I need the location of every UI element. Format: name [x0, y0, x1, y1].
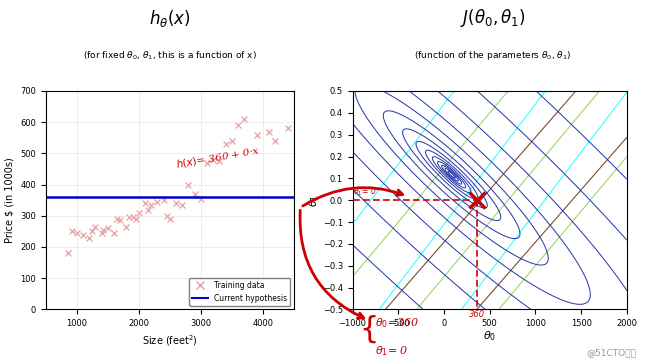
X-axis label: $\theta_0$: $\theta_0$ — [483, 329, 496, 343]
Point — [140, 201, 150, 206]
Point — [121, 224, 132, 230]
Point — [165, 216, 175, 222]
Point — [87, 229, 97, 234]
Point — [251, 132, 262, 138]
Point — [282, 126, 293, 131]
Point — [202, 160, 212, 166]
Point — [221, 141, 231, 147]
Point — [67, 229, 77, 234]
Point — [97, 230, 107, 236]
Text: $h_\theta(x)$: $h_\theta(x)$ — [149, 8, 191, 29]
Point — [183, 182, 194, 187]
Text: (for fixed $\theta_0$, $\theta_1$, this is a function of x): (for fixed $\theta_0$, $\theta_1$, this … — [83, 50, 257, 62]
Point — [103, 225, 113, 231]
Text: $\theta_1$= 0: $\theta_1$= 0 — [353, 186, 376, 198]
FancyArrowPatch shape — [303, 187, 403, 206]
Point — [171, 201, 182, 206]
Point — [161, 213, 172, 219]
Point — [158, 197, 168, 203]
Point — [78, 232, 88, 237]
Point — [134, 210, 144, 215]
Point — [127, 214, 138, 220]
FancyArrowPatch shape — [300, 210, 364, 318]
Point — [97, 227, 108, 233]
Point — [108, 230, 119, 236]
Text: @51CTO博客: @51CTO博客 — [587, 348, 637, 357]
Legend: Training data, Current hypothesis: Training data, Current hypothesis — [189, 278, 290, 306]
Point — [131, 216, 141, 222]
Text: $h(x)$= 360 + 0·x: $h(x)$= 360 + 0·x — [175, 143, 261, 171]
Y-axis label: Price $ (in 1000s): Price $ (in 1000s) — [5, 157, 14, 243]
Point — [233, 122, 244, 128]
Point — [62, 250, 72, 256]
Point — [90, 224, 101, 230]
Point — [208, 157, 219, 163]
Text: {: { — [359, 315, 379, 344]
Point — [189, 191, 200, 197]
Point — [239, 116, 249, 122]
Text: $\theta_1$= 0: $\theta_1$= 0 — [375, 344, 409, 358]
Text: $J(\theta_0, \theta_1)$: $J(\theta_0, \theta_1)$ — [460, 7, 526, 29]
Point — [227, 138, 237, 144]
Text: (function of the parameters $\theta_0$, $\theta_1$): (function of the parameters $\theta_0$, … — [415, 49, 571, 62]
Point — [84, 235, 95, 241]
Point — [72, 230, 82, 236]
Text: $\theta_0$=360: $\theta_0$=360 — [375, 317, 420, 331]
Point — [115, 218, 125, 223]
Point — [270, 138, 281, 144]
Point — [143, 207, 153, 213]
Point — [196, 196, 206, 202]
Point — [177, 202, 187, 208]
Point — [112, 216, 122, 222]
Point — [124, 214, 135, 220]
Y-axis label: $\theta_1$: $\theta_1$ — [308, 194, 321, 207]
Point — [264, 128, 274, 134]
Text: 360: 360 — [469, 310, 485, 320]
X-axis label: Size (feet$^2$): Size (feet$^2$) — [142, 334, 198, 348]
Point — [214, 158, 225, 164]
Point — [146, 202, 157, 208]
Point — [152, 199, 163, 205]
